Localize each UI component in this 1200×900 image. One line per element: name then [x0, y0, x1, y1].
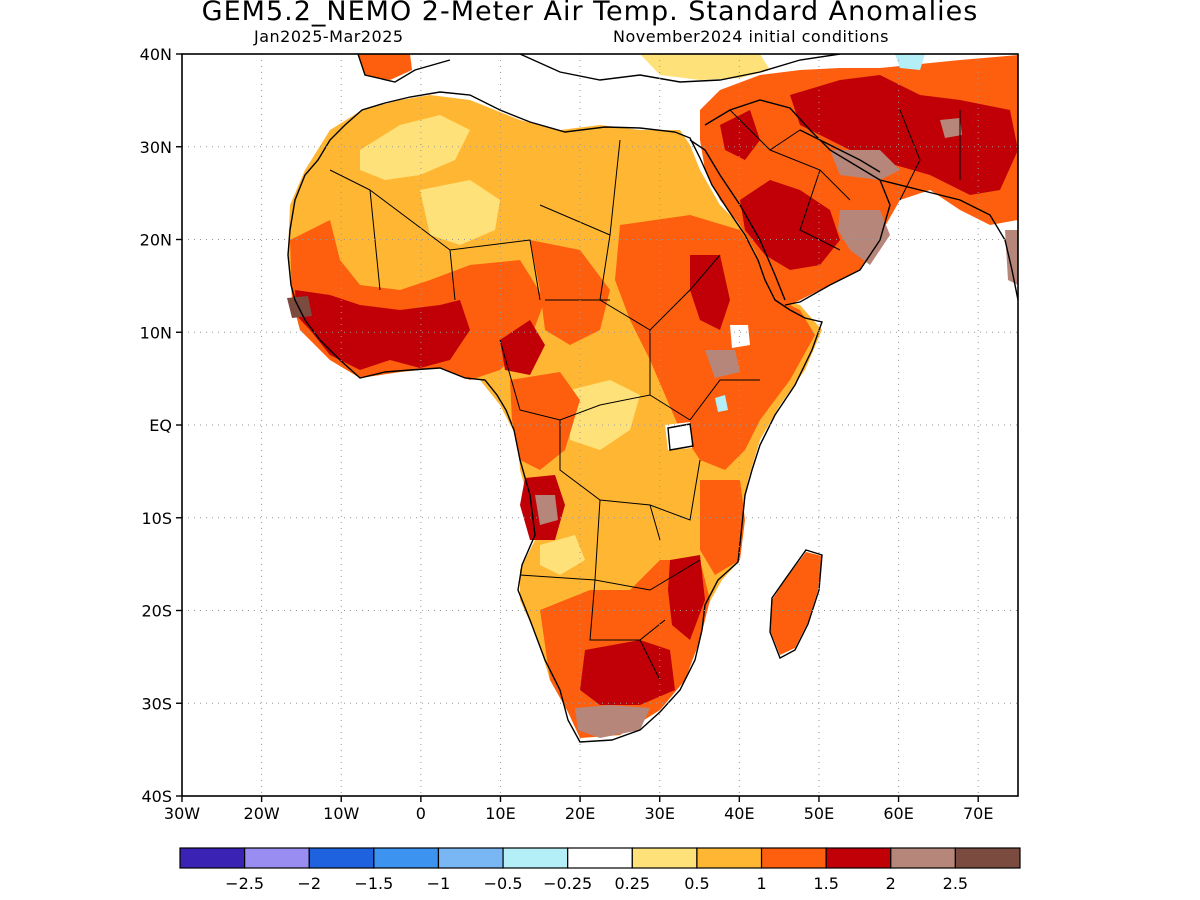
red-sea-coast	[689, 139, 786, 301]
lon-tick-label: 30E	[644, 804, 674, 823]
ethiopia-white-spot	[730, 325, 750, 348]
colorbar-label: 0.25	[614, 874, 650, 893]
lon-tick-label: 50E	[804, 804, 834, 823]
colorbar-swatch	[373, 847, 440, 869]
mediterranean-north	[357, 54, 841, 83]
sahara-light-fill-2	[420, 180, 500, 245]
asia-coastline	[879, 179, 1018, 301]
ethiopia-red	[690, 255, 730, 330]
colorbar-swatch	[825, 847, 892, 869]
colorbar-label: −2	[297, 874, 321, 893]
pakistan-brown	[940, 118, 962, 138]
coastlines	[287, 54, 1018, 743]
central-orange	[510, 372, 580, 470]
lon-tick-label: 10W	[323, 804, 359, 823]
colorbar-swatch	[567, 847, 633, 869]
senegal-brown	[287, 296, 312, 318]
kenya-blue-spot	[715, 395, 728, 412]
colorbar-label: 0.5	[684, 874, 709, 893]
madagascar-coastline	[769, 549, 823, 659]
sahel-orange	[530, 240, 610, 345]
kenya-brown	[705, 350, 740, 378]
angola-brown	[535, 495, 558, 525]
caspian-blue-spot	[895, 54, 925, 70]
iberia-fill	[358, 54, 412, 80]
gridlines	[182, 54, 1018, 796]
colorbar-label: 1.5	[813, 874, 838, 893]
angola-light-fill	[540, 535, 585, 575]
lat-tick-label: 30S	[141, 694, 172, 713]
lat-tick-label: 40N	[140, 45, 172, 64]
arabia-borders	[729, 109, 961, 251]
colorbar-label: −0.25	[543, 874, 592, 893]
lat-tick-label: EQ	[149, 416, 172, 435]
colorbar-swatch	[631, 847, 698, 869]
uganda-white-spot	[665, 422, 692, 450]
colorbar-label: −1.5	[354, 874, 393, 893]
iran-red	[790, 75, 1018, 195]
forecast-period: Jan2025-Mar2025	[254, 27, 404, 46]
colorbar-swatch	[179, 847, 246, 869]
lon-tick-label: 0	[416, 804, 426, 823]
lon-tick-label: 10E	[485, 804, 515, 823]
colorbar-label: 2.5	[943, 874, 968, 893]
lat-tick-label: 40S	[141, 787, 172, 806]
colorbar-label: −0.5	[484, 874, 523, 893]
mozambique-orange	[700, 480, 745, 575]
map-title: GEM5.2_NEMO 2-Meter Air Temp. Standard A…	[201, 0, 979, 27]
india-brown	[1005, 230, 1018, 285]
iran-brown	[830, 150, 900, 180]
lon-tick-label: 30W	[164, 804, 200, 823]
colorbar-label: −1	[427, 874, 451, 893]
colorbar-label: 2	[886, 874, 896, 893]
lon-tick-label: 20E	[565, 804, 595, 823]
lon-tick-label: 20W	[244, 804, 280, 823]
africa-coastline	[287, 91, 823, 743]
lon-tick-label: 60E	[883, 804, 913, 823]
south-africa-red	[580, 640, 675, 705]
colorbar: −2.5 −2 −1.5 −1 −0.5 −0.25 0.25 0.5 1 1.5 2 2.5	[179, 847, 1021, 893]
colorbar-label: −2.5	[225, 874, 264, 893]
colorbar-swatch	[890, 847, 956, 869]
persian-gulf	[799, 129, 881, 173]
sahara-light-fill	[360, 115, 470, 180]
arabia-coastline	[704, 99, 891, 306]
arabia-red	[740, 180, 840, 270]
colorbar-swatch	[308, 847, 375, 869]
nigeria-red	[500, 320, 545, 375]
turkey-fill	[640, 54, 770, 80]
lake-victoria	[667, 423, 694, 451]
colorbar-swatch	[502, 847, 569, 869]
colorbar-swatch	[696, 847, 763, 869]
mauritania-red	[720, 110, 760, 160]
madagascar-fill	[770, 552, 822, 655]
lon-tick-label: 40E	[724, 804, 754, 823]
colorbar-swatch	[244, 847, 310, 869]
sa-coast-brown	[575, 705, 650, 738]
arabia-brown	[838, 210, 890, 265]
congo-light-fill	[570, 380, 640, 450]
lat-tick-label: 30N	[140, 138, 172, 157]
zimbabwe-red	[668, 555, 705, 640]
colorbar-swatch	[760, 847, 827, 869]
colorbar-label: 1	[756, 874, 766, 893]
border-lines	[329, 139, 760, 681]
colorbar-swatch	[954, 847, 1021, 869]
country-borders	[329, 109, 961, 681]
lat-tick-label: 20N	[140, 231, 172, 250]
lat-tick-label: 20S	[141, 602, 172, 621]
colorbar-swatch	[437, 847, 504, 869]
anomaly-fill	[287, 54, 1018, 738]
guinea-coast-red	[295, 290, 470, 370]
lon-tick-label: 70E	[963, 804, 993, 823]
lat-tick-label: 10N	[140, 323, 172, 342]
lat-tick-label: 10S	[141, 509, 172, 528]
initial-conditions: November2024 initial conditions	[613, 27, 889, 46]
